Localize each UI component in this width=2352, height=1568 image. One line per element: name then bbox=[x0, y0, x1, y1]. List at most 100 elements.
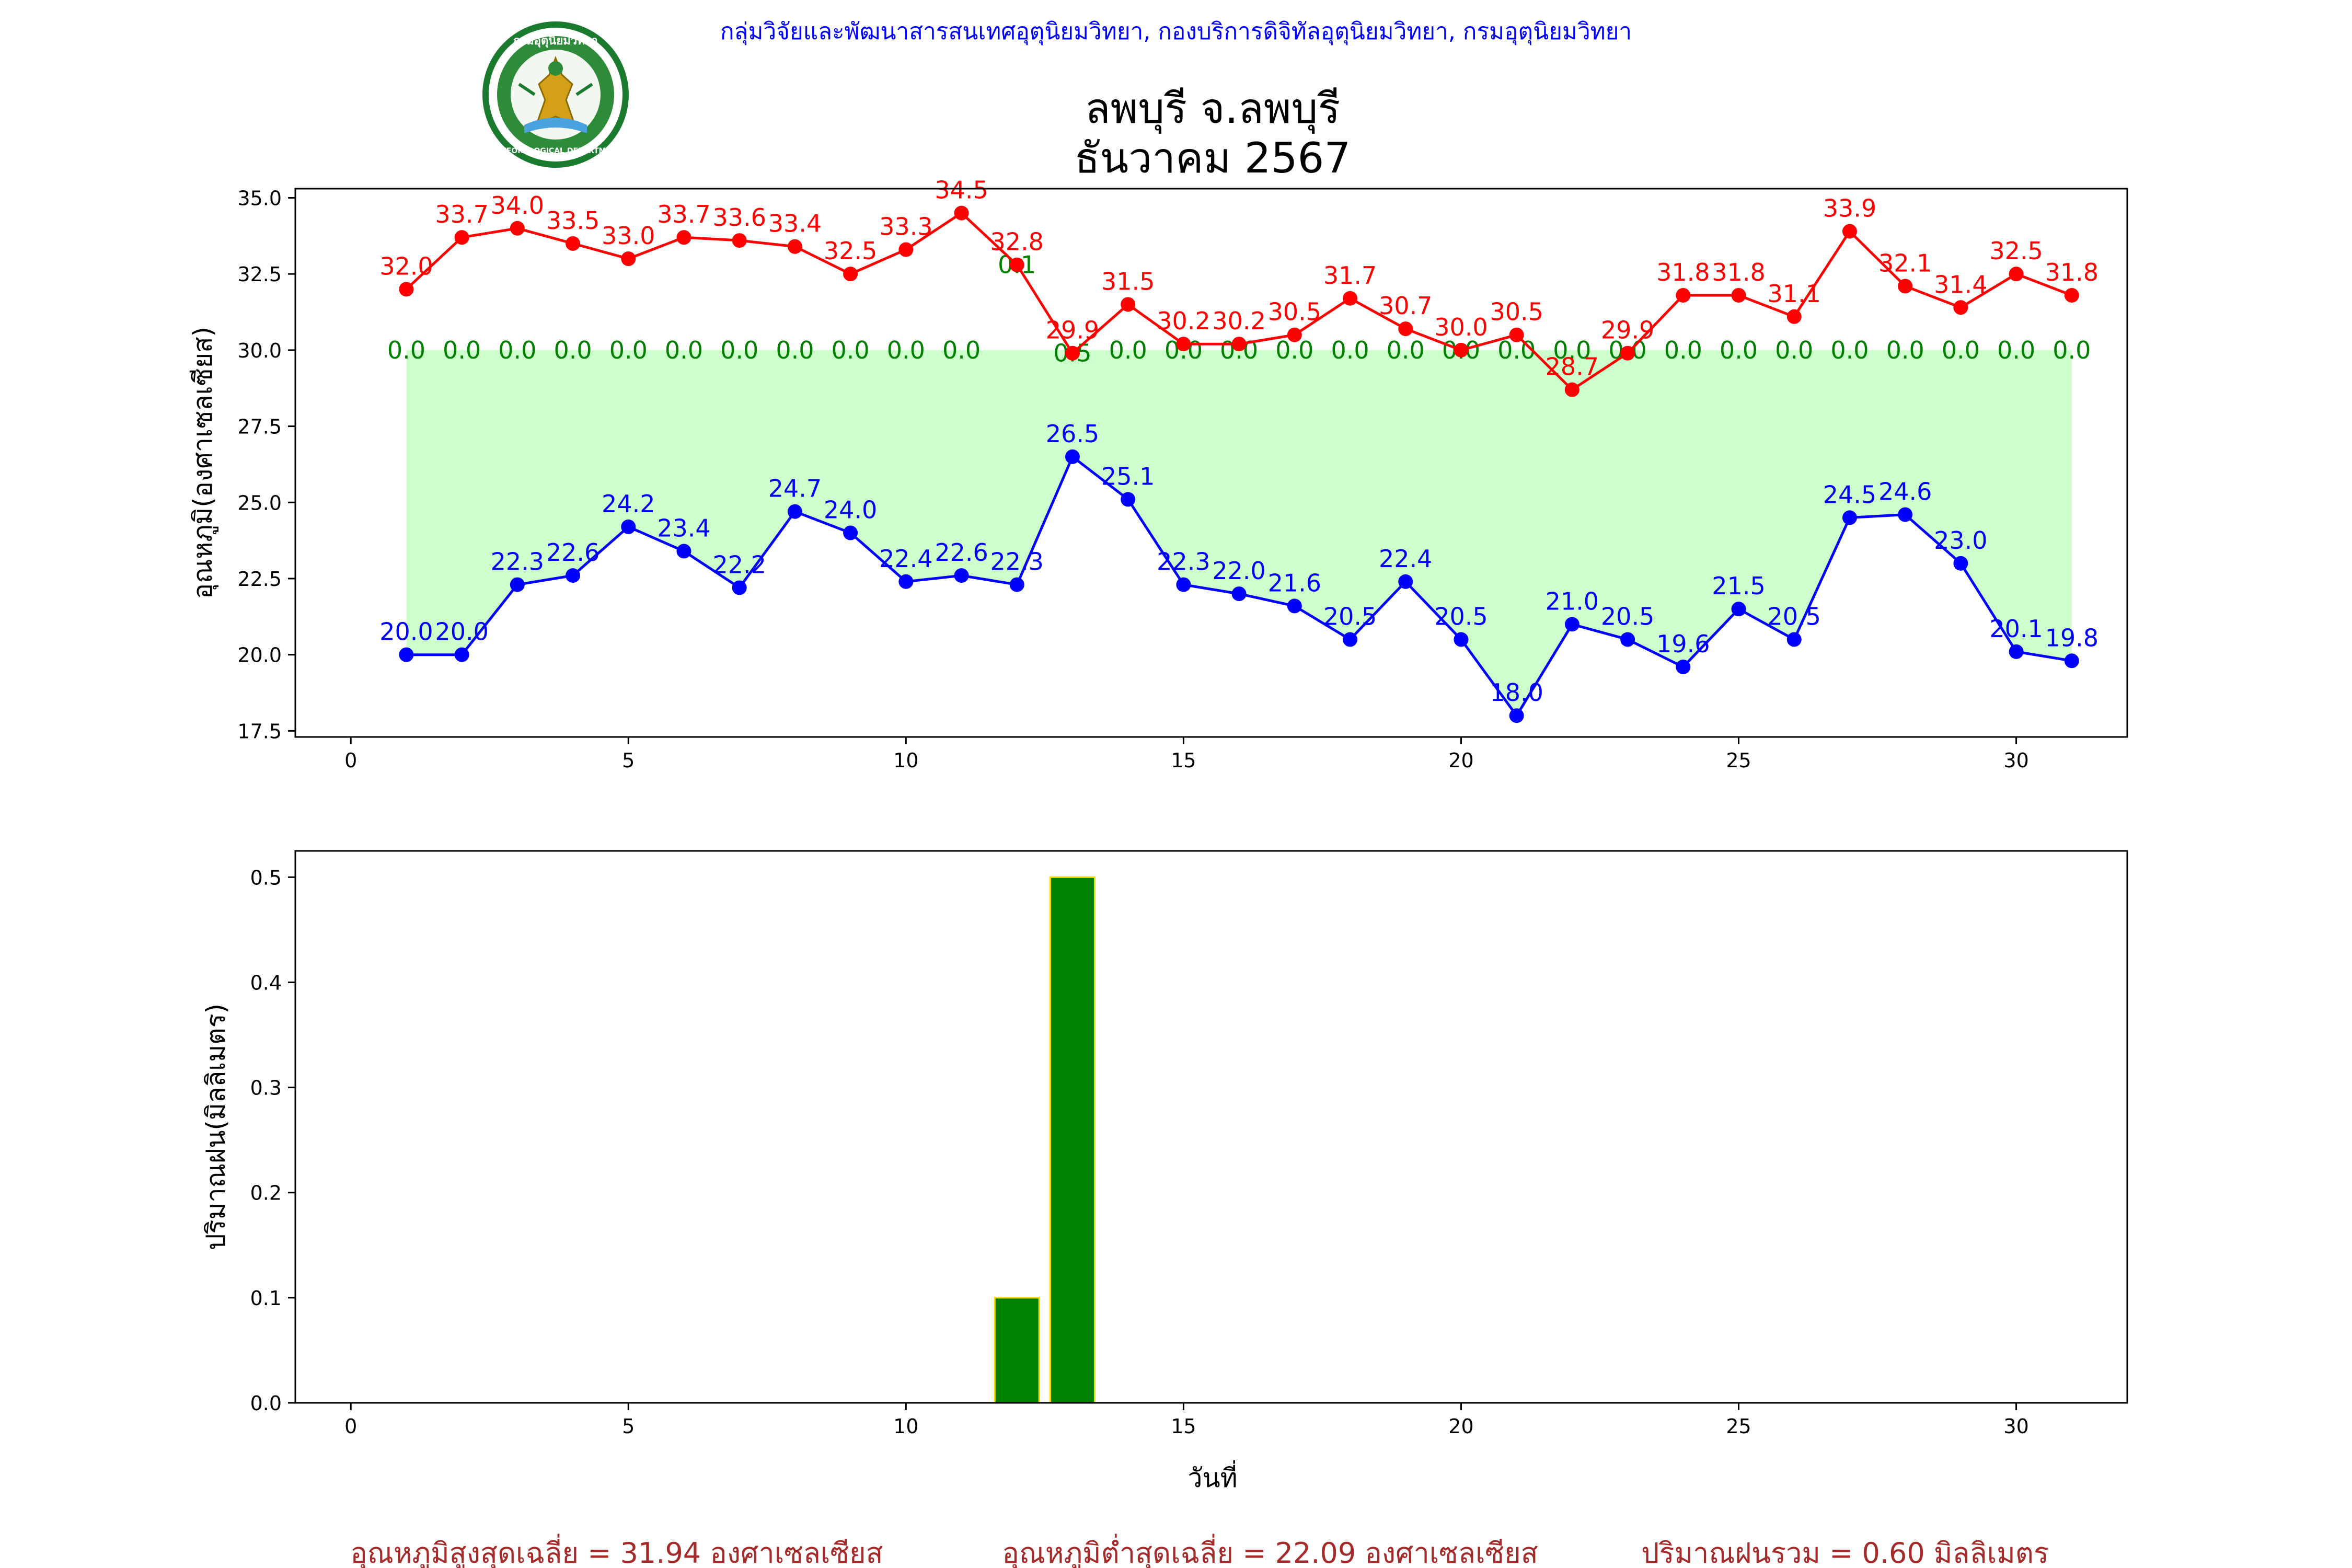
max-temperature-label: 33.5 bbox=[546, 206, 599, 235]
y-tick-label: 0.2 bbox=[250, 1182, 282, 1205]
max-temperature-point bbox=[1343, 291, 1358, 306]
rain-value-label: 0.0 bbox=[1109, 336, 1147, 364]
temperature-y-ticks: 17.5 20.0 22.5 25.0 27.5 30.0 32.5 35.0 bbox=[237, 187, 295, 743]
x-tick-label: 30 bbox=[2003, 1415, 2028, 1438]
max-temperature-label: 32.5 bbox=[824, 237, 877, 265]
max-temperature-point bbox=[1786, 309, 1802, 324]
max-temperature-label: 32.1 bbox=[1878, 249, 1932, 277]
min-temperature-label: 21.6 bbox=[1268, 569, 1321, 597]
min-temperature-point bbox=[1343, 632, 1358, 647]
average-max-temperature: อุณหภูมิสูงสุดเฉลี่ย = 31.94 องศาเซลเซีย… bbox=[350, 1534, 883, 1568]
max-temperature-point bbox=[1398, 321, 1413, 337]
rain-value-labels: 0.00.00.00.00.00.00.00.00.00.00.00.10.50… bbox=[387, 251, 2091, 367]
min-temperature-label: 24.0 bbox=[824, 496, 877, 524]
min-temperature-label: 20.5 bbox=[1601, 603, 1654, 631]
max-temperature-label: 29.9 bbox=[1601, 316, 1654, 344]
max-temperature-label: 28.7 bbox=[1546, 353, 1599, 381]
min-temperature-point bbox=[1953, 556, 1968, 571]
max-temperature-label: 30.5 bbox=[1268, 298, 1321, 326]
min-temperature-label: 20.1 bbox=[1989, 615, 2043, 643]
rain-value-label: 0.0 bbox=[387, 336, 425, 364]
rain-value-label: 0.0 bbox=[665, 336, 703, 364]
max-temperature-point bbox=[1454, 342, 1469, 358]
rainfall-bars bbox=[994, 876, 1096, 1404]
x-tick-label: 25 bbox=[1726, 1415, 1751, 1438]
rain-value-label: 0.0 bbox=[1997, 336, 2035, 364]
rainfall-x-axis-label: วันที่ bbox=[1187, 1460, 1237, 1493]
x-tick-label: 15 bbox=[1171, 1415, 1196, 1438]
rain-value-label: 0.0 bbox=[443, 336, 481, 364]
rain-value-label: 0.0 bbox=[1942, 336, 1980, 364]
min-temperature-point bbox=[843, 525, 858, 540]
max-temperature-label: 30.2 bbox=[1212, 307, 1265, 335]
rainfall-x-ticks: 0 5 10 15 20 25 30 bbox=[344, 1403, 2029, 1438]
min-temperature-label: 21.0 bbox=[1546, 587, 1599, 615]
min-temperature-point bbox=[898, 574, 914, 589]
x-tick-label: 0 bbox=[344, 1415, 357, 1438]
y-tick-label: 27.5 bbox=[237, 416, 282, 439]
min-temperature-label: 22.3 bbox=[491, 548, 544, 576]
y-tick-label: 35.0 bbox=[237, 187, 282, 210]
rainfall-bar bbox=[1049, 876, 1096, 1404]
max-temperature-label: 31.5 bbox=[1101, 267, 1155, 295]
min-temperature-label: 22.6 bbox=[546, 538, 599, 567]
max-temperature-point bbox=[454, 230, 469, 245]
min-temperature-point bbox=[510, 577, 525, 592]
rain-value-label: 0.0 bbox=[554, 336, 592, 364]
organization-text: กลุ่มวิจัยและพัฒนาสารสนเทศอุตุนิยมวิทยา,… bbox=[720, 18, 1632, 45]
max-temperature-label: 34.0 bbox=[491, 191, 544, 220]
y-tick-label: 32.5 bbox=[237, 263, 282, 286]
min-temperature-label: 24.2 bbox=[602, 490, 655, 518]
min-temperature-point bbox=[1009, 577, 1024, 592]
max-temperature-label: 31.1 bbox=[1768, 280, 1821, 308]
min-temperature-point bbox=[621, 519, 636, 534]
max-temperature-label: 33.0 bbox=[602, 222, 655, 250]
max-temperature-point bbox=[510, 221, 525, 236]
max-temperature-point bbox=[1564, 382, 1579, 397]
rain-value-label: 0.0 bbox=[1664, 336, 1702, 364]
max-temperature-label: 33.7 bbox=[435, 200, 488, 228]
min-temperature-point bbox=[1231, 586, 1247, 602]
max-temperature-label: 30.5 bbox=[1490, 298, 1543, 326]
min-temperature-point bbox=[1065, 449, 1080, 464]
min-temperature-point bbox=[676, 544, 691, 559]
min-temperature-point bbox=[1287, 598, 1302, 614]
min-temperature-label: 22.6 bbox=[935, 538, 988, 567]
min-temperature-label: 19.6 bbox=[1656, 630, 1710, 658]
rain-value-label: 0.0 bbox=[1886, 336, 1924, 364]
max-temperature-point bbox=[1509, 327, 1524, 342]
logo-bottom-text: METEOROLOGICAL DEPARTMENT bbox=[489, 147, 622, 155]
max-temperature-point bbox=[1953, 300, 1968, 315]
x-tick-label: 10 bbox=[893, 749, 918, 772]
rain-value-label: 0.0 bbox=[1775, 336, 1813, 364]
max-temperature-point bbox=[2009, 267, 2024, 282]
max-temperature-point bbox=[732, 233, 747, 248]
min-temperature-label: 20.5 bbox=[1768, 603, 1821, 631]
max-temperature-labels: 32.033.7 34.033.533.033.7 33.6 33.432.533.3… bbox=[379, 176, 2099, 381]
min-temperature-label: 24.6 bbox=[1878, 478, 1932, 506]
min-temperature-point bbox=[399, 647, 414, 662]
min-temperature-point bbox=[954, 568, 969, 583]
max-temperature-point bbox=[621, 251, 636, 267]
y-tick-label: 22.5 bbox=[237, 568, 282, 591]
min-temperature-point bbox=[1454, 632, 1469, 647]
max-temperature-label: 31.8 bbox=[1712, 258, 1765, 286]
x-tick-label: 10 bbox=[893, 1415, 918, 1438]
rainfall-y-ticks: 0.0 0.1 0.2 0.3 0.4 0.5 bbox=[250, 866, 295, 1415]
max-temperature-label: 32.8 bbox=[990, 228, 1044, 256]
max-temperature-point bbox=[2064, 287, 2079, 303]
rainfall-y-axis-label: ปริมาณฝน(มิลลิเมตร) bbox=[201, 1004, 231, 1250]
min-temperature-label: 21.5 bbox=[1712, 572, 1765, 600]
min-temperature-label: 24.5 bbox=[1823, 480, 1876, 509]
max-temperature-label: 32.0 bbox=[379, 252, 433, 280]
min-temperature-label: 23.0 bbox=[1934, 526, 1987, 555]
max-temperature-point bbox=[566, 236, 581, 251]
y-tick-label: 17.5 bbox=[237, 720, 282, 743]
min-temperature-label: 20.5 bbox=[1323, 603, 1377, 631]
max-temperature-label: 30.0 bbox=[1434, 313, 1488, 341]
x-tick-label: 5 bbox=[622, 749, 635, 772]
max-temperature-point bbox=[898, 242, 914, 257]
temperature-chart: 20.0 20.022.3 22.624.223.422.224.724.022.4… bbox=[188, 176, 2128, 772]
max-temperature-label: 31.7 bbox=[1323, 261, 1377, 290]
